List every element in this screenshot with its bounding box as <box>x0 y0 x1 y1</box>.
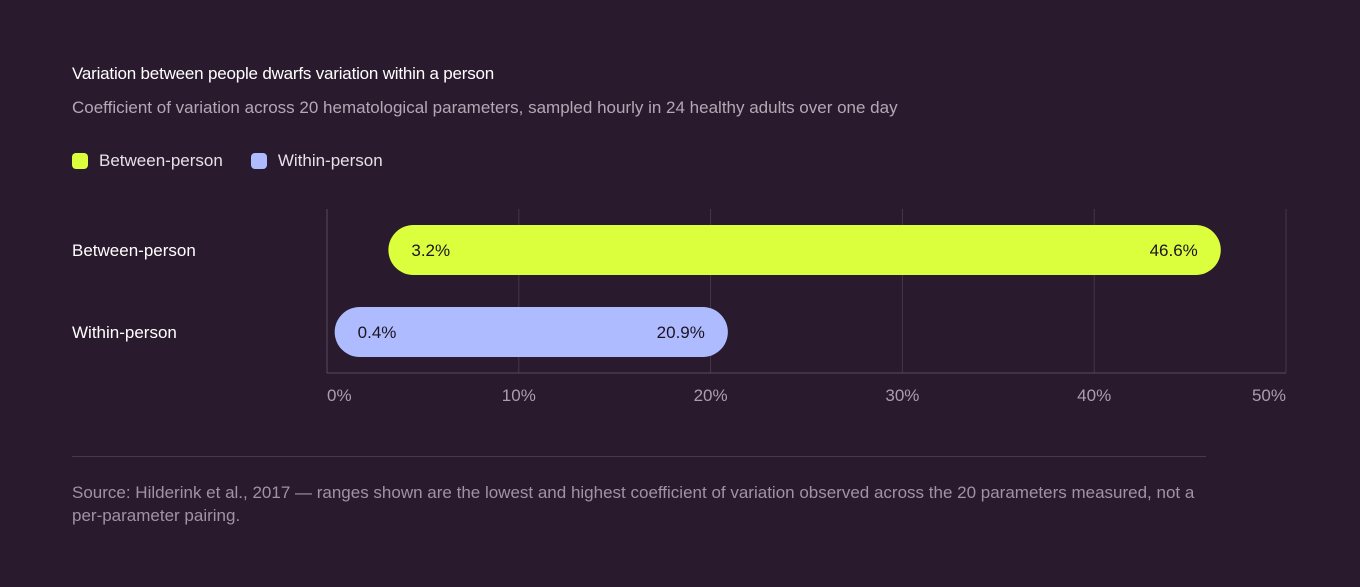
x-tick-label: 30% <box>885 386 919 405</box>
legend-swatch-between <box>72 153 88 169</box>
range-bar <box>388 225 1221 275</box>
chart-title: Variation between people dwarfs variatio… <box>72 64 495 83</box>
bar-low-label: 3.2% <box>411 241 450 260</box>
bar-high-label: 20.9% <box>657 323 705 342</box>
category-label: Between-person <box>72 241 196 260</box>
bar-high-label: 46.6% <box>1150 241 1198 260</box>
chart-subtitle: Coefficient of variation across 20 hemat… <box>72 98 898 117</box>
footer-divider <box>72 456 1206 457</box>
legend: Between-person Within-person <box>72 151 411 171</box>
range-bar <box>334 307 728 357</box>
legend-item-between: Between-person <box>72 151 223 171</box>
legend-label-between: Between-person <box>99 151 223 170</box>
x-tick-label: 50% <box>1252 386 1286 405</box>
x-tick-label: 40% <box>1077 386 1111 405</box>
legend-swatch-within <box>250 153 267 169</box>
legend-label-within: Within-person <box>277 151 383 170</box>
x-tick-label: 0% <box>327 386 352 405</box>
x-tick-label: 10% <box>502 386 536 405</box>
category-label: Within-person <box>72 323 177 342</box>
source-note: Source: Hilderink et al., 2017 — ranges … <box>72 483 1195 525</box>
bar-low-label: 0.4% <box>358 323 397 342</box>
legend-item-within: Within-person <box>250 151 383 171</box>
x-tick-label: 20% <box>694 386 728 405</box>
